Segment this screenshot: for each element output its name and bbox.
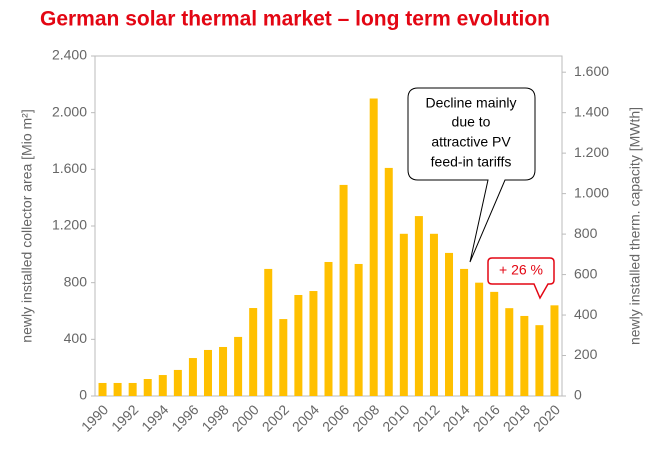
chart-title: German solar thermal market – long term … xyxy=(40,8,550,31)
annotation-line: Decline mainly xyxy=(425,95,516,111)
y-axis-label: newly installed collector area [Mio m²] xyxy=(19,109,35,342)
bar xyxy=(429,233,438,396)
y-tick-label: 0 xyxy=(79,387,87,403)
x-tick-label: 2014 xyxy=(439,401,472,434)
y-tick-label: 1.200 xyxy=(52,217,87,233)
bar xyxy=(445,252,454,396)
growth-label: + 26 % xyxy=(499,262,543,278)
x-tick-label: 1994 xyxy=(138,401,171,434)
bar xyxy=(203,349,212,396)
y-tick-label: 400 xyxy=(64,330,88,346)
bar xyxy=(294,294,303,396)
bar xyxy=(98,382,107,396)
callout-box xyxy=(407,87,536,263)
x-tick-label: 2016 xyxy=(470,401,503,434)
annotation-line: due to xyxy=(452,114,491,130)
bar xyxy=(234,336,243,396)
bar xyxy=(219,346,228,396)
bar xyxy=(158,375,167,396)
bar xyxy=(475,282,484,396)
y-tick-label: 800 xyxy=(64,273,88,289)
x-tick-label: 2002 xyxy=(259,401,292,434)
bar xyxy=(324,261,333,396)
x-tick-label: 2000 xyxy=(229,401,262,434)
y2-tick-label: 1.600 xyxy=(574,63,609,79)
bar xyxy=(535,325,544,396)
bar xyxy=(550,305,559,396)
y2-tick-label: 0 xyxy=(574,387,582,403)
x-tick-label: 1992 xyxy=(108,401,141,434)
bar xyxy=(369,98,378,396)
y-tick-label: 2.000 xyxy=(52,103,87,119)
y2-tick-label: 200 xyxy=(574,346,598,362)
x-tick-label: 2012 xyxy=(409,401,442,434)
y2-tick-label: 400 xyxy=(574,306,598,322)
bar xyxy=(264,268,273,396)
bar xyxy=(520,315,529,396)
growth-callout xyxy=(487,257,555,300)
x-tick-label: 1990 xyxy=(78,401,111,434)
y-tick-label: 2.400 xyxy=(52,47,87,63)
annotation-line: feed-in tariffs xyxy=(431,154,512,170)
y2-tick-label: 800 xyxy=(574,225,598,241)
bar xyxy=(188,358,197,396)
y2-tick-label: 1.400 xyxy=(574,103,609,119)
bar xyxy=(173,369,182,396)
x-tick-label: 2006 xyxy=(319,401,352,434)
bar xyxy=(490,291,499,396)
x-tick-label: 2020 xyxy=(530,401,563,434)
bar xyxy=(460,268,469,396)
y2-tick-label: 1.000 xyxy=(574,184,609,200)
bar xyxy=(384,167,393,396)
bar xyxy=(505,308,514,396)
x-tick-label: 1998 xyxy=(198,401,231,434)
bar xyxy=(143,379,152,396)
y2-tick-label: 1.200 xyxy=(574,144,609,160)
y2-tick-label: 600 xyxy=(574,265,598,281)
x-tick-label: 2004 xyxy=(289,401,322,434)
bar xyxy=(339,184,348,396)
bar xyxy=(113,382,122,396)
bar xyxy=(128,382,137,396)
annotation-line: attractive PV xyxy=(431,134,511,150)
bar xyxy=(399,233,408,396)
bar xyxy=(414,216,423,396)
x-tick-label: 1996 xyxy=(168,401,201,434)
bar xyxy=(309,291,318,396)
x-tick-label: 2018 xyxy=(500,401,533,434)
x-tick-label: 2008 xyxy=(349,401,382,434)
x-tick-label: 2010 xyxy=(379,401,412,434)
y-tick-label: 1.600 xyxy=(52,160,87,176)
bar xyxy=(249,308,258,396)
bar xyxy=(354,263,363,396)
y2-axis-label: newly installed therm. capacity [MWth] xyxy=(627,107,643,345)
bar xyxy=(279,319,288,396)
